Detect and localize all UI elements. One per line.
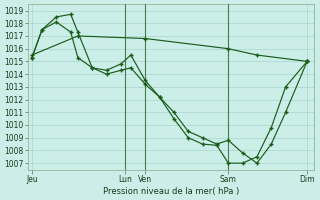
X-axis label: Pression niveau de la mer( hPa ): Pression niveau de la mer( hPa ) <box>103 187 239 196</box>
